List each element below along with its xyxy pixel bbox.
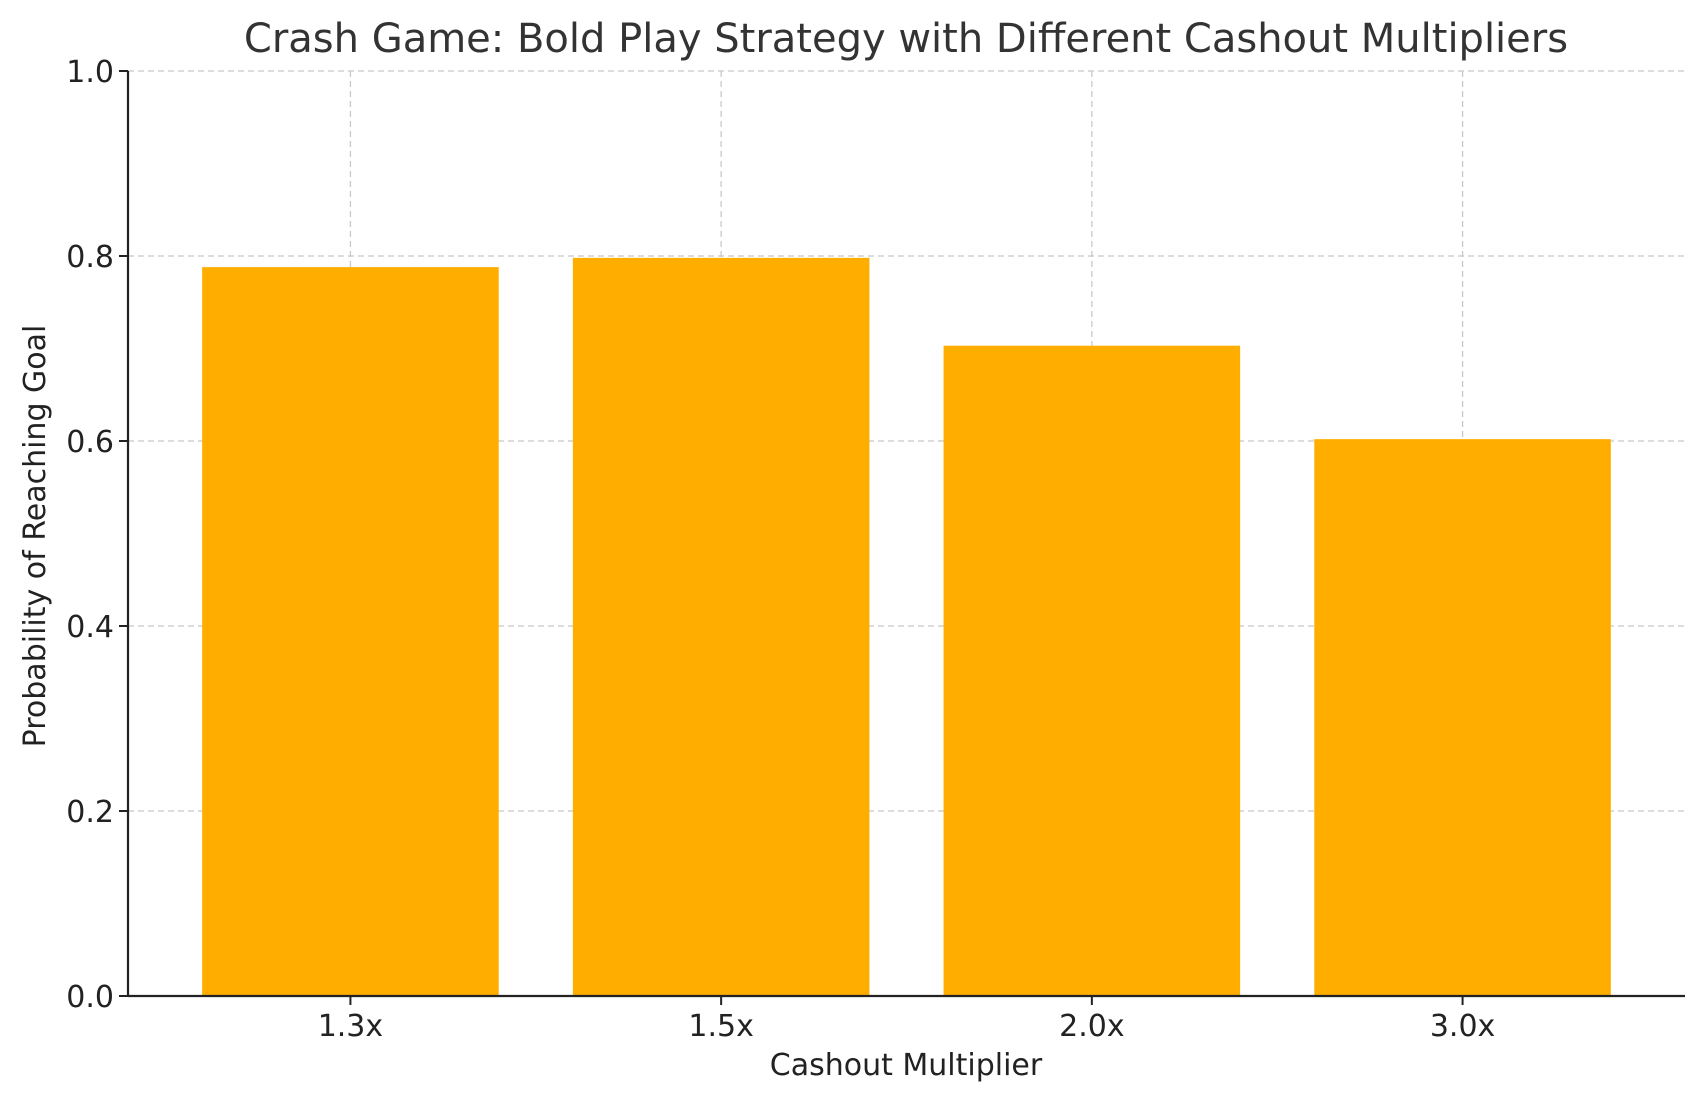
- axes-layer: [126, 71, 1685, 998]
- x-tick-label: 1.5x: [688, 1009, 753, 1044]
- x-tick-label: 2.0x: [1059, 1009, 1124, 1044]
- y-tick-label: 0.4: [66, 610, 114, 645]
- bar-2.0x: [943, 345, 1241, 997]
- bar-3.0x: [1314, 439, 1611, 996]
- y-tick-label: 0.2: [66, 795, 114, 830]
- x-tick-label: 1.3x: [318, 1009, 383, 1044]
- ticks-layer: 0.0 0.2 0.4 0.6 0.8 1.0 1.3x 1.5x 2.0x 3.0x: [66, 55, 1495, 1044]
- x-tick-label: 3.0x: [1430, 1009, 1495, 1044]
- y-axis-label: Probability of Reaching Goal: [18, 325, 53, 748]
- y-tick-label: 0.6: [66, 425, 114, 460]
- bar-1.5x: [572, 257, 870, 997]
- chart-title: Crash Game: Bold Play Strategy with Diff…: [244, 16, 1568, 62]
- bars-layer: [202, 257, 1611, 997]
- y-tick-label: 0.0: [66, 980, 114, 1015]
- bar-1.3x: [202, 267, 499, 997]
- x-axis-label: Cashout Multiplier: [770, 1048, 1043, 1083]
- y-tick-label: 1.0: [66, 55, 114, 90]
- y-tick-label: 0.8: [66, 240, 114, 275]
